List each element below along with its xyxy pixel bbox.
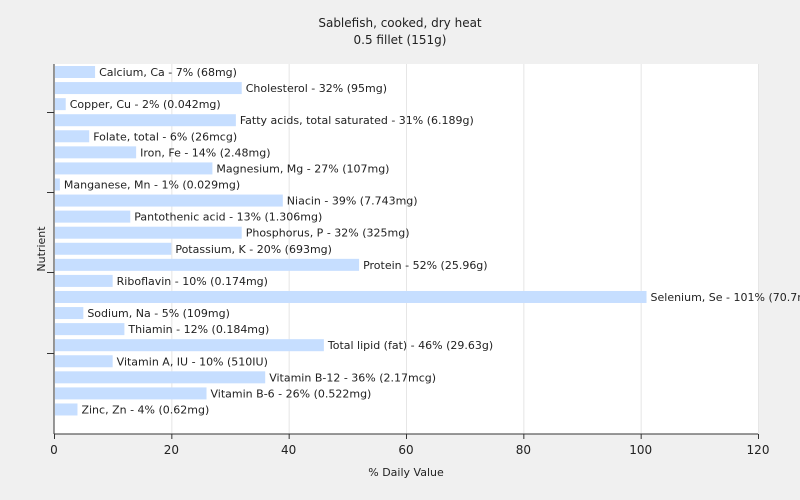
x-ticks: 0 20 40 60 80 100 120 [50, 434, 769, 457]
bar-data-label: Vitamin B-6 - 26% (0.522mg) [211, 387, 372, 400]
bar-data-label: Calcium, Ca - 7% (68mg) [99, 66, 237, 79]
bar-data-label: Riboflavin - 10% (0.174mg) [117, 275, 268, 288]
bar-data-label: Folate, total - 6% (26mcg) [93, 130, 237, 143]
x-tick-label: 80 [516, 443, 531, 457]
bar-data-label: Fatty acids, total saturated - 31% (6.18… [240, 114, 474, 127]
x-axis-label: % Daily Value [368, 466, 444, 479]
x-tick-label: 20 [164, 443, 179, 457]
bar-data-label: Magnesium, Mg - 27% (107mg) [216, 162, 389, 175]
bar [55, 194, 283, 207]
bar [55, 114, 236, 127]
bar [55, 130, 90, 143]
bar [55, 146, 137, 159]
x-tick-label: 0 [50, 443, 58, 457]
bar [55, 290, 647, 303]
bar [55, 274, 113, 287]
bar-data-label: Iron, Fe - 14% (2.48mg) [140, 146, 270, 159]
bar-data-label: Protein - 52% (25.96g) [363, 259, 488, 272]
bar [55, 258, 360, 271]
bar-data-label: Pantothenic acid - 13% (1.306mg) [134, 211, 322, 224]
bar-data-label: Copper, Cu - 2% (0.042mg) [70, 98, 221, 111]
bar-data-label: Thiamin - 12% (0.184mg) [127, 323, 269, 336]
bar [55, 371, 266, 384]
x-tick-label: 40 [281, 443, 296, 457]
y-axis-label: Nutrient [35, 226, 48, 272]
bar-data-label: Niacin - 39% (7.743mg) [287, 195, 418, 208]
bar [55, 210, 131, 223]
bar-data-label: Vitamin A, IU - 10% (510IU) [117, 355, 268, 368]
bar [55, 162, 213, 175]
bar [55, 387, 207, 400]
bar [55, 323, 125, 336]
bar [55, 355, 113, 368]
bar-data-label: Cholesterol - 32% (95mg) [246, 82, 387, 95]
bar-data-label: Selenium, Se - 101% (70.7mcg) [651, 291, 800, 304]
bar [55, 98, 66, 111]
bar [55, 242, 172, 255]
bar [55, 226, 242, 239]
chart-subtitle: 0.5 fillet (151g) [354, 33, 447, 47]
bar-data-label: Total lipid (fat) - 46% (29.63g) [327, 339, 493, 352]
bar-data-label: Potassium, K - 20% (693mg) [175, 243, 332, 256]
x-tick-label: 100 [629, 443, 652, 457]
bar-data-label: Zinc, Zn - 4% (0.62mg) [81, 403, 209, 416]
bar-data-label: Sodium, Na - 5% (109mg) [87, 307, 230, 320]
bar-data-label: Phosphorus, P - 32% (325mg) [246, 227, 410, 240]
bar [55, 178, 60, 191]
bar-data-label: Manganese, Mn - 1% (0.029mg) [64, 178, 240, 191]
bar [55, 307, 84, 320]
bar [55, 82, 242, 95]
y-ticks [47, 112, 54, 354]
bar [55, 339, 324, 352]
chart-title: Sablefish, cooked, dry heat [318, 16, 482, 30]
bar [55, 66, 96, 78]
bar [55, 403, 78, 416]
x-tick-label: 120 [747, 443, 770, 457]
bars: Calcium, Ca - 7% (68mg) Cholesterol - 32%… [55, 66, 800, 416]
bar-data-label: Vitamin B-12 - 36% (2.17mcg) [269, 371, 436, 384]
x-tick-label: 60 [398, 443, 413, 457]
